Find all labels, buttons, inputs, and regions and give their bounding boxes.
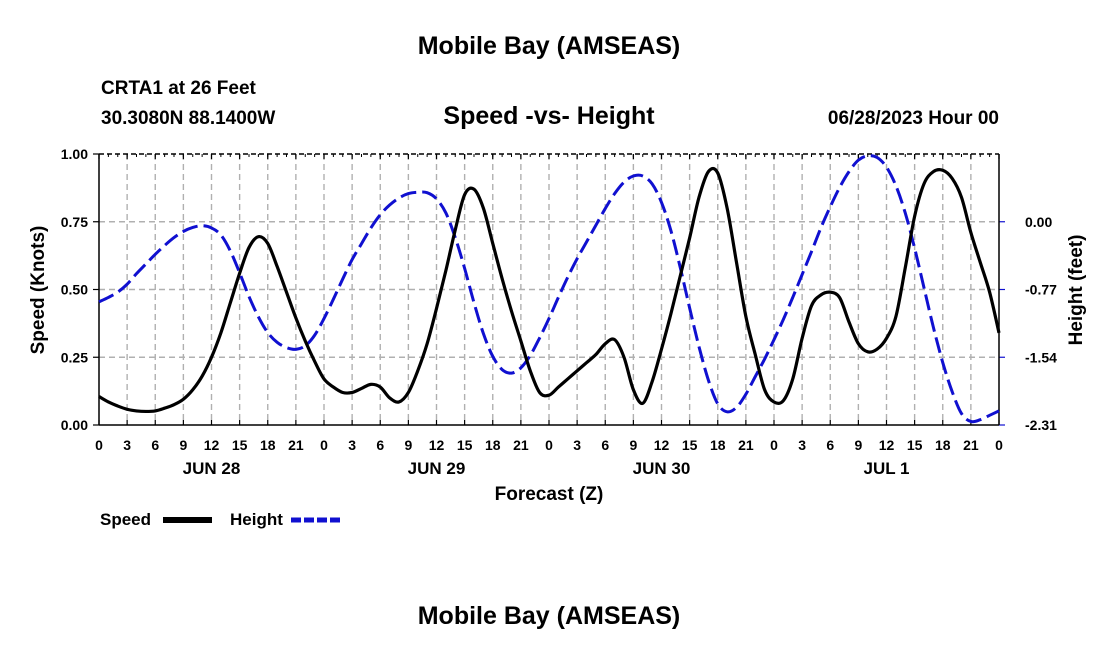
x-tick-label: 3 xyxy=(348,437,356,453)
station-name: CRTA1 at 26 Feet xyxy=(101,78,257,99)
legend-speed-label: Speed xyxy=(100,510,151,529)
y2-tick-label: -1.54 xyxy=(1025,349,1057,365)
x-axis-label: Forecast (Z) xyxy=(495,484,604,505)
x-tick-label: 0 xyxy=(95,437,103,453)
x-tick-label: 12 xyxy=(879,437,895,453)
x-tick-label: 12 xyxy=(654,437,670,453)
y2-tick-label: -2.31 xyxy=(1025,417,1057,433)
x-tick-label: 9 xyxy=(854,437,862,453)
x-tick-label: 3 xyxy=(123,437,131,453)
x-tick-label: 21 xyxy=(963,437,979,453)
x-tick-label: 18 xyxy=(260,437,276,453)
y2-tick-label: -0.77 xyxy=(1025,282,1057,298)
x-tick-label: 15 xyxy=(457,437,473,453)
x-tick-label: 15 xyxy=(682,437,698,453)
x-tick-label: 18 xyxy=(485,437,501,453)
x-tick-label: 6 xyxy=(376,437,384,453)
x-tick-label: 0 xyxy=(995,437,1003,453)
y2-tick-label: 0.00 xyxy=(1025,214,1052,230)
speed-series-line xyxy=(98,166,1001,414)
y-tick-label: 0.50 xyxy=(61,282,88,298)
x-tick-label: 21 xyxy=(513,437,529,453)
x-tick-label: 9 xyxy=(179,437,187,453)
x-tick-label: 15 xyxy=(907,437,923,453)
y-tick-label: 1.00 xyxy=(61,146,88,162)
x-tick-label: 0 xyxy=(770,437,778,453)
x-tick-label: 12 xyxy=(204,437,220,453)
footer-title: Mobile Bay (AMSEAS) xyxy=(418,602,681,630)
x-tick-label: 3 xyxy=(573,437,581,453)
x-day-label: JUN 30 xyxy=(633,459,691,478)
legend: Speed Height xyxy=(100,510,342,529)
x-tick-label: 18 xyxy=(935,437,951,453)
x-day-label: JUN 28 xyxy=(183,459,241,478)
station-coords: 30.3080N 88.1400W xyxy=(101,108,275,129)
x-tick-label: 12 xyxy=(429,437,445,453)
x-tick-label: 15 xyxy=(232,437,248,453)
x-tick-label: 6 xyxy=(601,437,609,453)
height-series-line xyxy=(98,154,1000,424)
legend-height-label: Height xyxy=(230,510,283,529)
x-tick-label: 6 xyxy=(826,437,834,453)
y2-axis-label: Height (feet) xyxy=(1066,235,1087,346)
chart-title: Speed -vs- Height xyxy=(443,102,655,130)
y-tick-label: 0.75 xyxy=(61,214,88,230)
y-tick-label: 0.00 xyxy=(61,417,88,433)
y-tick-label: 0.25 xyxy=(61,349,88,365)
x-tick-label: 0 xyxy=(320,437,328,453)
x-tick-label: 6 xyxy=(151,437,159,453)
x-tick-label: 9 xyxy=(404,437,412,453)
gridlines xyxy=(99,154,999,425)
x-day-label: JUN 29 xyxy=(408,459,466,478)
x-tick-label: 9 xyxy=(629,437,637,453)
axes: 0 3 6 9 12 15 18 21 0 3 6 9 12 15 18 21 0 3 6 9 12 15 18 21 0 3 6 9… xyxy=(61,146,1057,478)
x-tick-label: 18 xyxy=(710,437,726,453)
x-tick-label: 0 xyxy=(545,437,553,453)
data-series xyxy=(98,154,1001,424)
y-axis-label: Speed (Knots) xyxy=(28,226,49,355)
chart-page-title: Mobile Bay (AMSEAS) xyxy=(418,32,681,60)
x-tick-label: 3 xyxy=(798,437,806,453)
x-tick-label: 21 xyxy=(288,437,304,453)
x-day-label: JUL 1 xyxy=(864,459,910,478)
forecast-datetime: 06/28/2023 Hour 00 xyxy=(828,108,999,129)
x-tick-label: 21 xyxy=(738,437,754,453)
